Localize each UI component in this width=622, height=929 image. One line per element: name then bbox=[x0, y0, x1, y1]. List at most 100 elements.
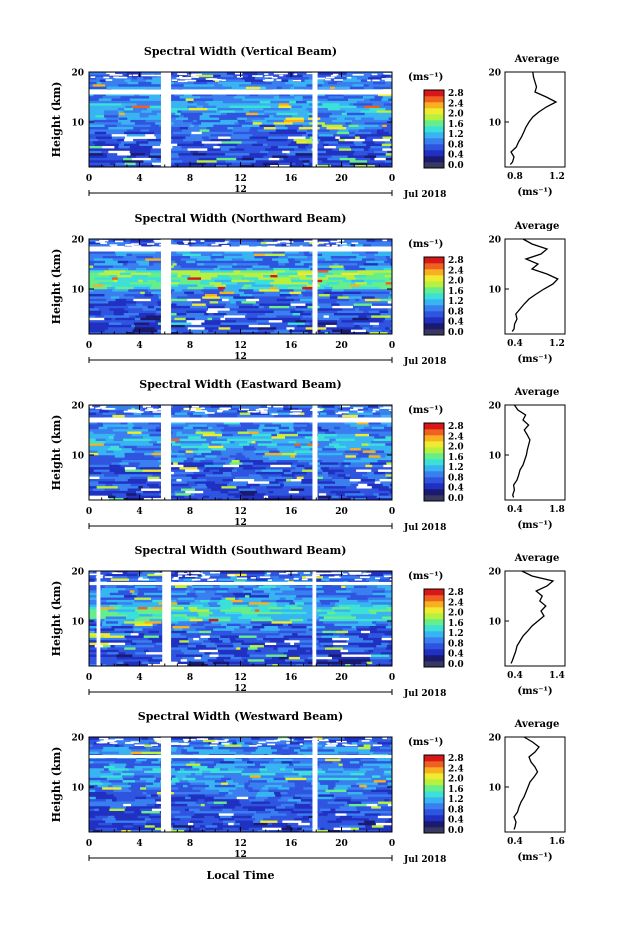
heatmap-cell bbox=[172, 405, 193, 408]
y-tick-label: 10 bbox=[71, 618, 84, 628]
heatmap-cell bbox=[218, 616, 231, 619]
heatmap-cell bbox=[200, 576, 210, 579]
heatmap-cell bbox=[274, 597, 281, 600]
heatmap-cell bbox=[146, 107, 157, 111]
heatmap-cell bbox=[144, 817, 152, 821]
heatmap-cell bbox=[325, 649, 341, 653]
heatmap-cell bbox=[152, 411, 166, 413]
heatmap-cell bbox=[193, 291, 205, 295]
heatmap-cell bbox=[213, 462, 226, 465]
heatmap-cell bbox=[368, 414, 382, 418]
heatmap-cell bbox=[89, 628, 96, 631]
heatmap-cell bbox=[220, 93, 227, 97]
heatmap-cell bbox=[270, 815, 289, 819]
heatmap-cell bbox=[317, 250, 335, 254]
heatmap-cell bbox=[383, 426, 393, 430]
heatmap-cell bbox=[300, 317, 307, 321]
heatmap-cell bbox=[257, 315, 272, 318]
heatmap-cell bbox=[134, 597, 152, 600]
heatmap-cell bbox=[289, 585, 306, 589]
heatmap-cell bbox=[370, 611, 377, 615]
heatmap-cell bbox=[198, 272, 215, 276]
heatmap-cell bbox=[144, 452, 152, 456]
heatmap-cell bbox=[368, 421, 382, 425]
heatmap-cell bbox=[262, 258, 273, 261]
heatmap-cell bbox=[227, 573, 247, 577]
heatmap-cell bbox=[350, 457, 361, 461]
heatmap-cell bbox=[255, 810, 272, 814]
heatmap-cell bbox=[272, 663, 280, 667]
colorbar-segment bbox=[424, 102, 444, 109]
heatmap-cell bbox=[251, 815, 271, 819]
heatmap-cell bbox=[103, 112, 120, 116]
heatmap-cell bbox=[237, 409, 257, 413]
heatmap-cell bbox=[89, 798, 94, 802]
heatmap-cell bbox=[170, 136, 186, 139]
average-frame bbox=[504, 71, 566, 168]
colorbar-segment bbox=[424, 120, 444, 127]
heatmap-cell bbox=[144, 152, 151, 156]
heatmap-cell bbox=[193, 587, 215, 591]
heatmap-cell bbox=[258, 326, 277, 330]
colorbar-tick-label: 0.0 bbox=[448, 328, 464, 338]
heatmap-cell bbox=[103, 428, 114, 432]
heatmap-cell bbox=[209, 604, 221, 608]
colorbar-segment bbox=[424, 589, 444, 596]
heatmap-cell bbox=[269, 281, 291, 285]
heatmap-cell bbox=[241, 613, 258, 617]
heatmap-cell bbox=[237, 143, 253, 147]
heatmap-cell bbox=[216, 110, 221, 113]
heatmap-cell bbox=[373, 829, 382, 833]
heatmap-cell bbox=[292, 476, 298, 480]
heatmap-cell bbox=[274, 279, 292, 283]
heatmap-cell bbox=[281, 164, 290, 168]
heatmap-cell bbox=[354, 575, 361, 579]
heatmap-cell bbox=[339, 136, 356, 139]
heatmap-cell bbox=[211, 243, 219, 246]
heatmap-cell bbox=[131, 447, 150, 451]
heatmap-cell bbox=[218, 791, 229, 795]
heatmap-cell bbox=[191, 476, 198, 480]
heatmap-cell bbox=[312, 405, 323, 408]
heatmap-cell bbox=[186, 481, 196, 484]
heatmap-cell bbox=[328, 473, 339, 477]
heatmap-cell bbox=[209, 300, 219, 304]
heatmap-cell bbox=[319, 661, 341, 665]
heatmap-cell bbox=[89, 162, 97, 166]
heatmap-cell bbox=[280, 303, 291, 306]
heatmap-cell bbox=[114, 471, 135, 475]
heatmap-cell bbox=[327, 107, 341, 111]
heatmap-cell bbox=[255, 469, 262, 472]
heatmap-cell bbox=[106, 152, 118, 156]
heatmap-cell bbox=[124, 293, 145, 297]
heatmap-cell bbox=[320, 117, 338, 120]
heatmap-cell bbox=[360, 445, 378, 449]
heatmap-cell bbox=[230, 656, 242, 660]
heatmap-cell bbox=[271, 107, 291, 111]
heatmap-cell bbox=[94, 616, 107, 619]
heatmap-cell bbox=[170, 272, 179, 276]
heatmap-cell bbox=[89, 102, 102, 106]
heatmap-cell bbox=[136, 303, 143, 306]
heatmap-cell bbox=[187, 803, 202, 807]
heatmap-cell bbox=[351, 796, 369, 800]
heatmap-cell bbox=[140, 317, 162, 321]
heatmap-cell bbox=[114, 319, 129, 323]
heatmap-cell bbox=[232, 265, 253, 268]
heatmap-cell bbox=[315, 789, 326, 793]
heatmap-cell bbox=[319, 599, 340, 603]
heatmap-cell bbox=[96, 107, 119, 111]
heatmap-cell bbox=[114, 606, 120, 610]
heatmap-cell bbox=[346, 445, 361, 449]
x-tick-label: 16 bbox=[285, 507, 298, 517]
heatmap-cell bbox=[133, 412, 142, 415]
heatmap-cell bbox=[364, 813, 381, 816]
heatmap-cell bbox=[352, 74, 364, 76]
heatmap-cell bbox=[327, 98, 349, 101]
heatmap-cell bbox=[212, 606, 232, 610]
heatmap-cell bbox=[144, 291, 152, 295]
heatmap-cell bbox=[169, 820, 191, 823]
heatmap-cell bbox=[294, 791, 315, 795]
heatmap-cell bbox=[254, 450, 262, 453]
heatmap-cell bbox=[196, 452, 202, 456]
